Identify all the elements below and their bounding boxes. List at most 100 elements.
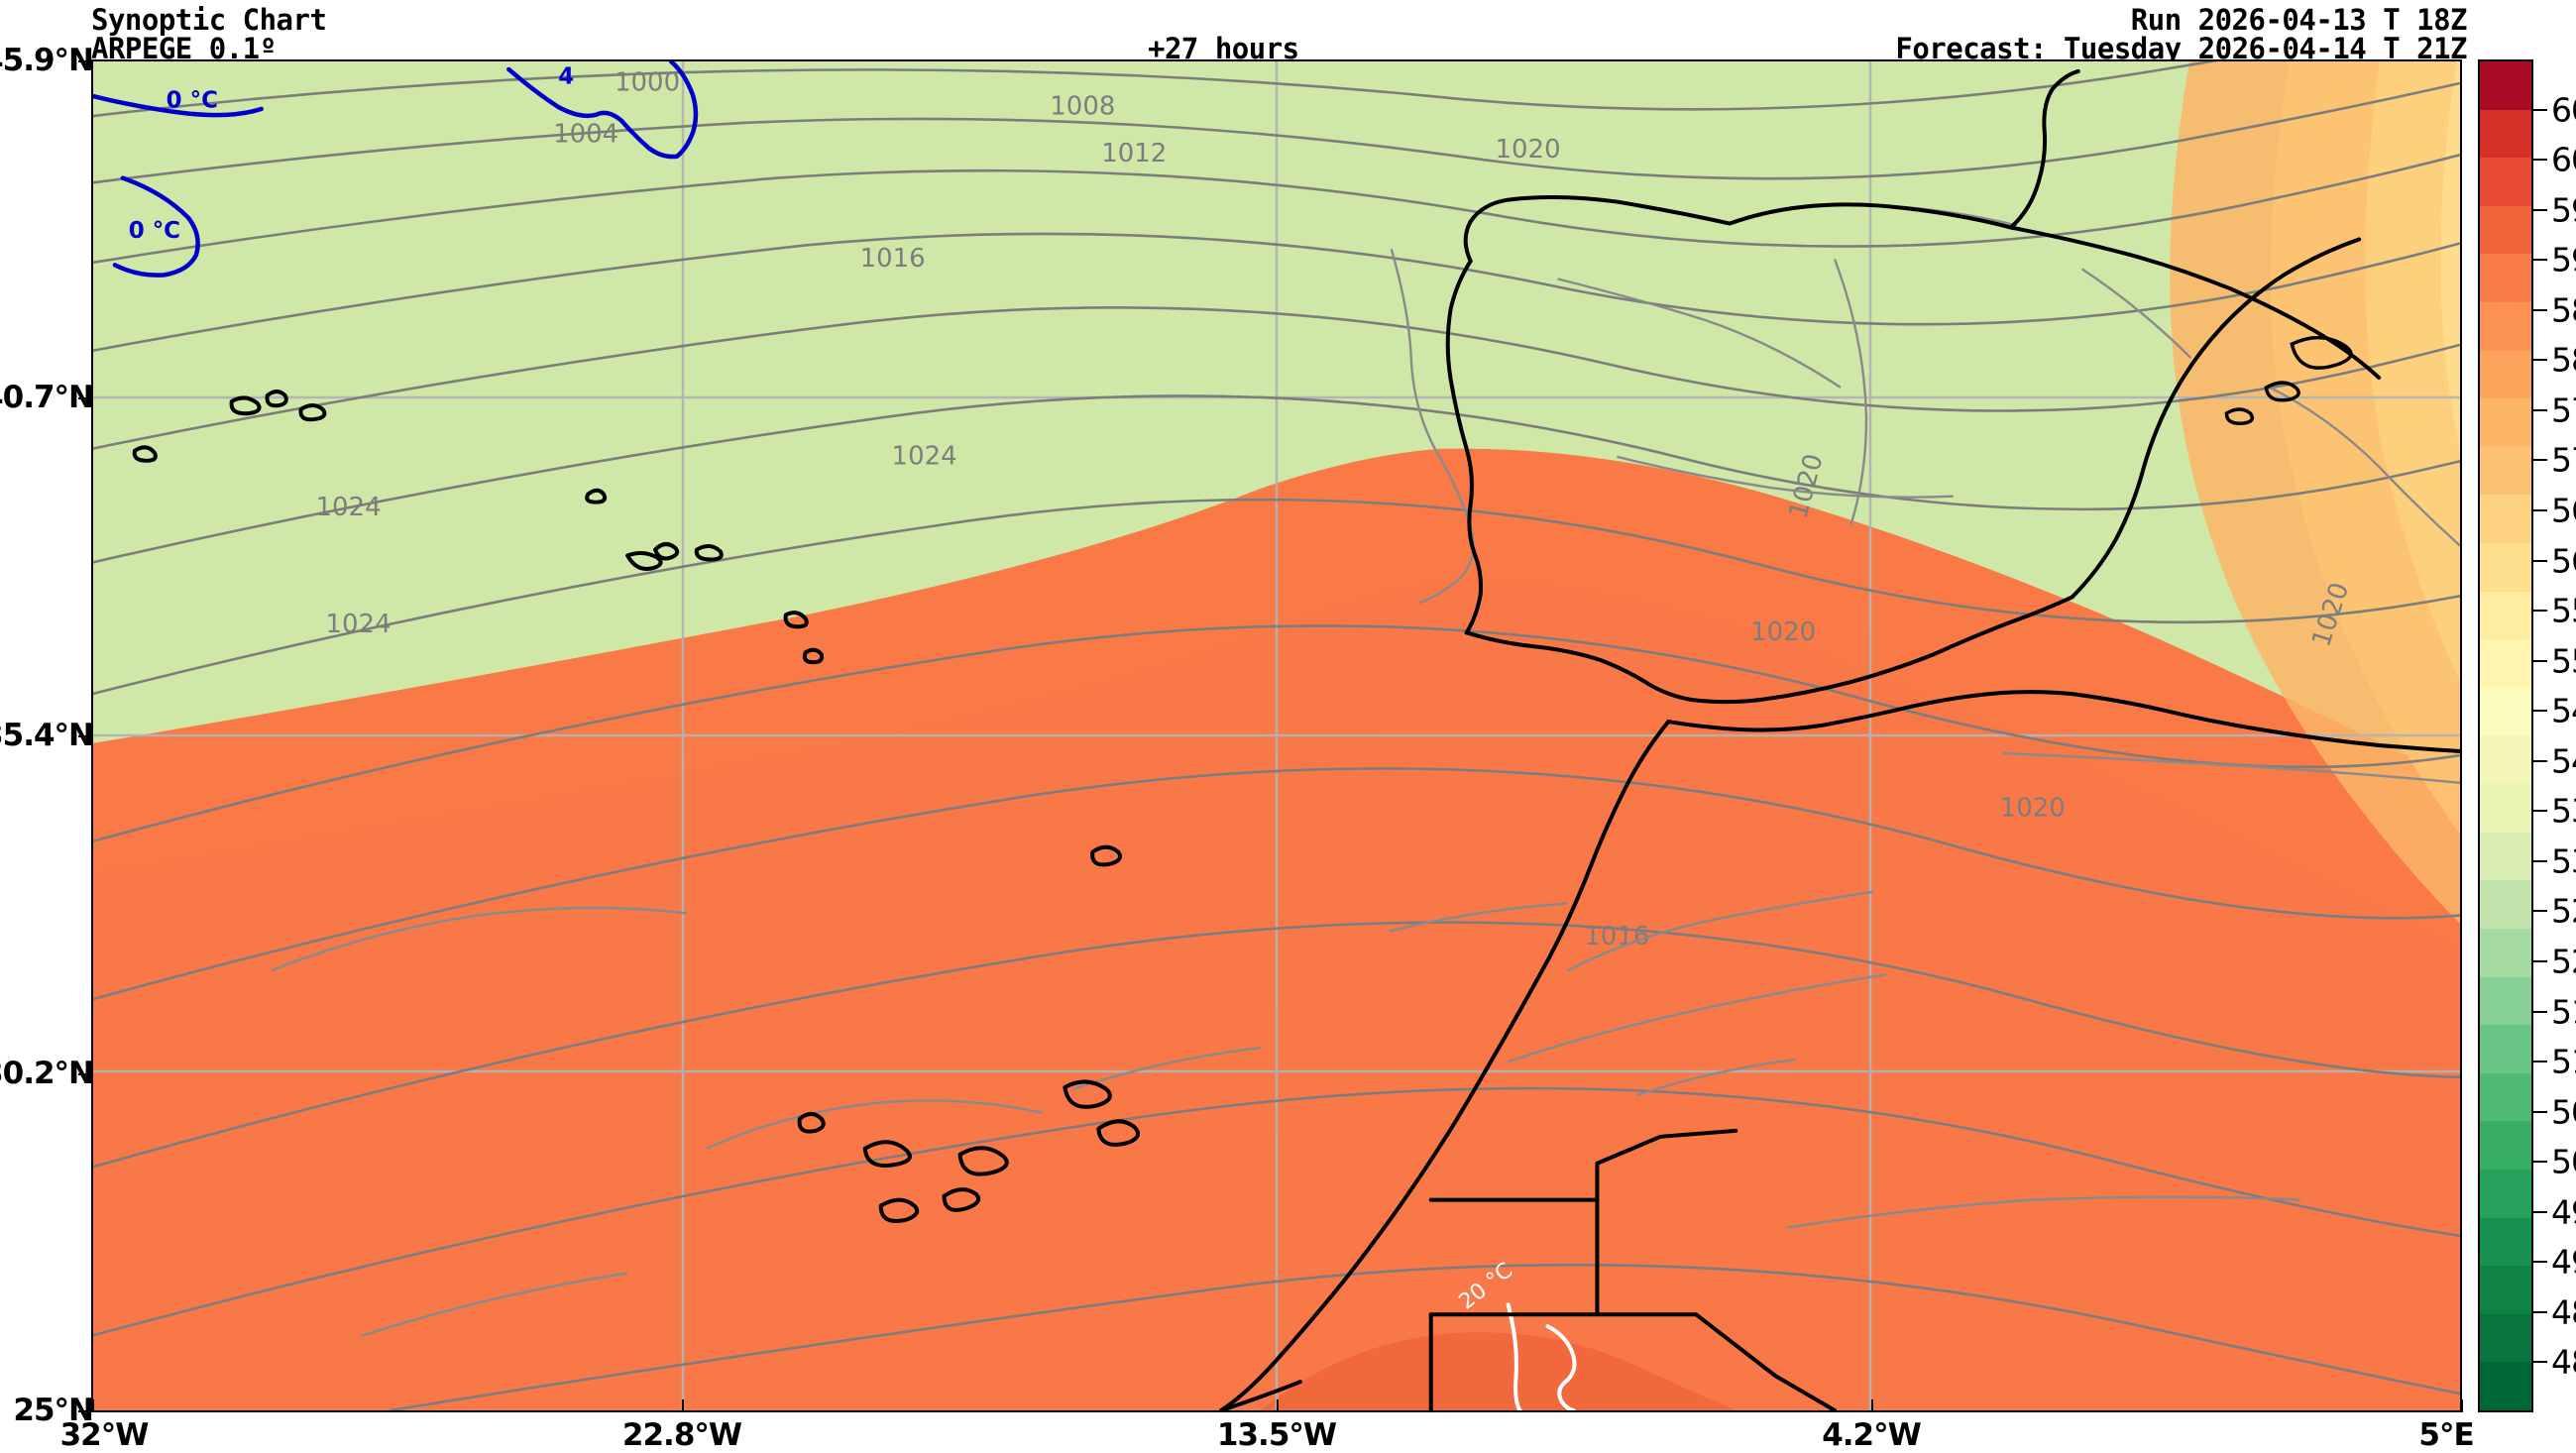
colorbar-cell bbox=[2480, 398, 2531, 447]
colorbar-cell bbox=[2480, 784, 2531, 833]
colorbar-tickmark bbox=[2533, 1061, 2547, 1063]
colorbar-cell bbox=[2480, 976, 2531, 1026]
colorbar-tickmark bbox=[2533, 359, 2547, 362]
x-tickmark bbox=[2461, 1399, 2463, 1412]
svg-text:1000: 1000 bbox=[615, 67, 680, 97]
y-tickmark bbox=[78, 1073, 91, 1075]
x-tick-label: 5°E bbox=[2418, 1417, 2474, 1453]
page-title: Synoptic Chart bbox=[91, 3, 327, 37]
colorbar-tick-label: 590 bbox=[2551, 240, 2576, 279]
x-tickmark bbox=[1277, 1399, 1279, 1412]
colorbar-cell bbox=[2480, 301, 2531, 351]
graticule bbox=[93, 61, 2460, 1410]
map-canvas: 1000 1004 1008 1012 1016 1020 1024 1024 … bbox=[93, 61, 2460, 1410]
colorbar-cell bbox=[2480, 591, 2531, 640]
colorbar-tick-label: 600 bbox=[2551, 140, 2576, 179]
colorbar-tick-label: 515 bbox=[2551, 992, 2576, 1032]
y-tick-label: 25°N bbox=[13, 1393, 94, 1428]
colorbar-cell bbox=[2480, 735, 2531, 785]
colorbar-strip[interactable] bbox=[2478, 59, 2533, 1412]
colorbar-cell bbox=[2480, 928, 2531, 977]
run-timestamp-label: Run 2026-04-13 T 18Z bbox=[2130, 3, 2468, 37]
colorbar-tickmark bbox=[2533, 159, 2547, 162]
colorbar-tickmark bbox=[2533, 759, 2547, 762]
colorbar-tickmark bbox=[2533, 1210, 2547, 1213]
colorbar-cell bbox=[2480, 880, 2531, 929]
colorbar-tickmark bbox=[2533, 259, 2547, 262]
x-tickmark bbox=[1871, 1399, 1873, 1412]
colorbar-cell bbox=[2480, 1121, 2531, 1170]
y-tick-label: 30.2°N bbox=[0, 1056, 94, 1091]
svg-text:1008: 1008 bbox=[1050, 91, 1115, 121]
colorbar-tick-label: 560 bbox=[2551, 541, 2576, 581]
colorbar-tickmark bbox=[2533, 910, 2547, 913]
colorbar[interactable]: 480 485 490 495 500 505 510 515 520 525 530 535 540 5… bbox=[2478, 59, 2576, 1412]
colorbar-tickmark bbox=[2533, 1161, 2547, 1164]
colorbar-cell bbox=[2480, 495, 2531, 544]
colorbar-tickmark bbox=[2533, 1261, 2547, 1264]
balearic-islands bbox=[2224, 335, 2353, 425]
colorbar-cell bbox=[2480, 1025, 2531, 1073]
colorbar-tick-label: 565 bbox=[2551, 491, 2576, 530]
y-tickmark bbox=[78, 1410, 91, 1412]
colorbar-tick-label: 570 bbox=[2551, 440, 2576, 480]
colorbar-tickmark bbox=[2533, 459, 2547, 462]
isotherm-0c bbox=[93, 61, 699, 278]
colorbar-cell bbox=[2480, 687, 2531, 736]
colorbar-tickmark bbox=[2533, 509, 2547, 511]
colorbar-cell bbox=[2480, 543, 2531, 592]
colorbar-cell bbox=[2480, 350, 2531, 399]
svg-text:1004: 1004 bbox=[553, 119, 618, 149]
colorbar-cell bbox=[2480, 1217, 2531, 1267]
colorbar-cell bbox=[2480, 158, 2531, 206]
chart-header: Synoptic Chart ARPEGE 0.1º +27 hours Run… bbox=[0, 0, 2576, 65]
colorbar-tick-label: 490 bbox=[2551, 1242, 2576, 1282]
x-tickmark bbox=[92, 1399, 94, 1412]
colorbar-tick-label: 575 bbox=[2551, 391, 2576, 430]
colorbar-tickmark bbox=[2533, 1310, 2547, 1313]
svg-text:0 °C: 0 °C bbox=[129, 218, 180, 244]
colorbar-cell bbox=[2480, 639, 2531, 688]
y-tickmark bbox=[78, 735, 91, 737]
colorbar-tick-label: 520 bbox=[2551, 942, 2576, 981]
colorbar-tickmark bbox=[2533, 1361, 2547, 1364]
colorbar-tick-label: 585 bbox=[2551, 290, 2576, 330]
colorbar-tick-label: 495 bbox=[2551, 1192, 2576, 1232]
colorbar-tickmark bbox=[2533, 208, 2547, 211]
colorbar-cell bbox=[2480, 205, 2531, 255]
colorbar-tick-label: 505 bbox=[2551, 1092, 2576, 1132]
isotherm-20c bbox=[1506, 1302, 1577, 1410]
colorbar-tick-label: 525 bbox=[2551, 891, 2576, 931]
colorbar-tickmark bbox=[2533, 308, 2547, 311]
isotherm-0c-labels: 0 °C 0 °C 4 bbox=[129, 63, 574, 244]
svg-text:1020: 1020 bbox=[1496, 135, 1561, 165]
colorbar-tickmark bbox=[2533, 559, 2547, 562]
map-panel[interactable]: 1000 1004 1008 1012 1016 1020 1024 1024 … bbox=[91, 59, 2462, 1412]
y-tick-label: 40.7°N bbox=[0, 380, 94, 415]
svg-text:1016: 1016 bbox=[1584, 922, 1649, 951]
colorbar-cell bbox=[2480, 832, 2531, 881]
x-tick-label: 22.8°W bbox=[621, 1417, 742, 1453]
map-svg: 1000 1004 1008 1012 1016 1020 1024 1024 … bbox=[93, 61, 2460, 1410]
colorbar-tickmark bbox=[2533, 960, 2547, 962]
svg-text:0 °C: 0 °C bbox=[167, 87, 218, 113]
y-tick-label: 35.4°N bbox=[0, 718, 94, 753]
colorbar-cell bbox=[2480, 60, 2531, 110]
colorbar-tick-label: 580 bbox=[2551, 340, 2576, 380]
colorbar-tickmark bbox=[2533, 710, 2547, 713]
x-tick-label: 32°W bbox=[59, 1417, 150, 1453]
colorbar-tickmark bbox=[2533, 1010, 2547, 1013]
y-tickmark bbox=[78, 397, 91, 399]
colorbar-cell bbox=[2480, 1313, 2531, 1363]
colorbar-tick-label: 540 bbox=[2551, 741, 2576, 781]
colorbar-cell bbox=[2480, 254, 2531, 302]
colorbar-tickmark bbox=[2533, 108, 2547, 111]
svg-text:1020: 1020 bbox=[1750, 617, 1816, 647]
colorbar-tick-label: 500 bbox=[2551, 1142, 2576, 1181]
colorbar-tick-label: 485 bbox=[2551, 1292, 2576, 1332]
svg-text:1024: 1024 bbox=[316, 493, 382, 522]
colorbar-cell bbox=[2480, 1362, 2531, 1410]
colorbar-cell bbox=[2480, 446, 2531, 496]
colorbar-tick-label: 555 bbox=[2551, 591, 2576, 630]
